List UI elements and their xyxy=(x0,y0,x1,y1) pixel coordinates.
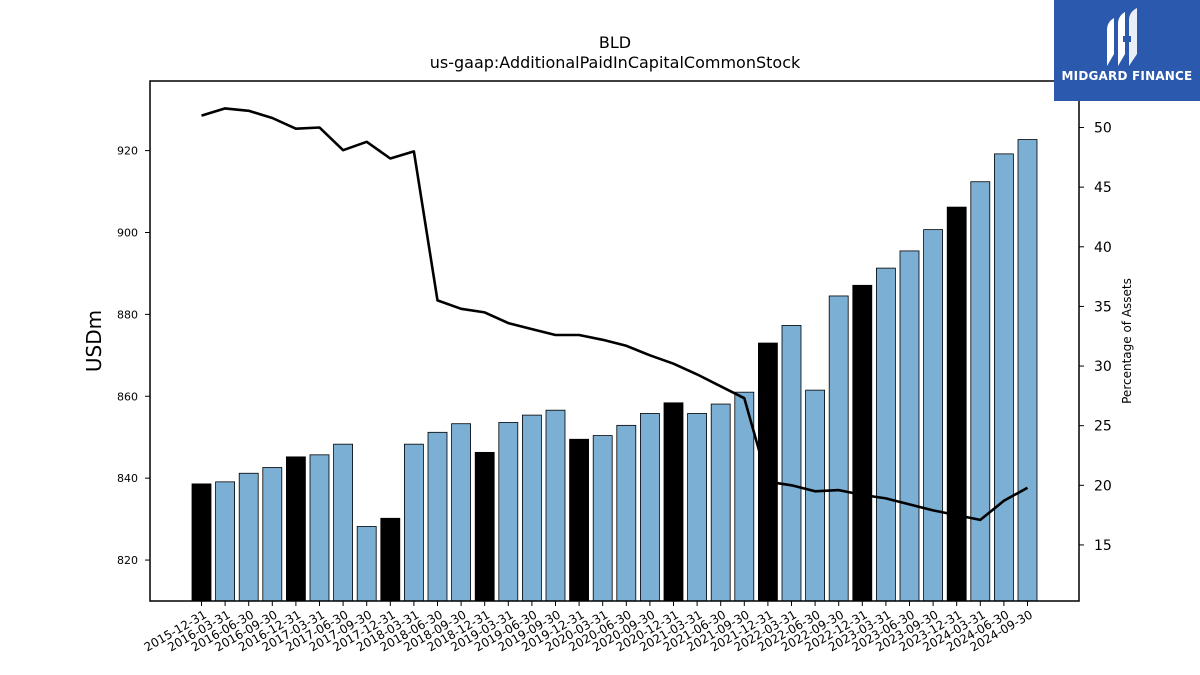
bar xyxy=(710,403,731,602)
y-axis-left: 820 840 860 880 900 920 xyxy=(117,145,150,567)
y2-tick-label: 50 xyxy=(1094,121,1112,137)
bar xyxy=(923,229,943,602)
y2-tick-label: 20 xyxy=(1094,478,1112,494)
y-tick-label: 840 xyxy=(117,472,138,485)
y-tick-label: 820 xyxy=(117,554,138,567)
bar xyxy=(545,409,566,602)
bar xyxy=(215,481,236,602)
bar xyxy=(474,451,495,602)
bar xyxy=(333,443,354,602)
y2-tick-label: 45 xyxy=(1094,180,1112,196)
bar xyxy=(640,413,660,602)
bar xyxy=(616,424,637,602)
x-axis: 2015-12-312016-03-312016-06-302016-09-30… xyxy=(142,601,1035,654)
line-group xyxy=(201,107,1029,522)
bar xyxy=(805,389,825,602)
y-tick-label: 900 xyxy=(117,226,138,239)
bar xyxy=(356,526,377,602)
y-tick-label: 860 xyxy=(117,390,138,403)
bar xyxy=(380,517,401,602)
midgard-mark-icon xyxy=(1107,8,1137,66)
bar xyxy=(852,284,873,602)
bar xyxy=(285,456,306,602)
y-tick-label: 880 xyxy=(117,308,138,321)
y2-tick-label: 15 xyxy=(1094,538,1112,554)
logo-text: MIDGARD FINANCE xyxy=(1061,69,1193,83)
percent-line xyxy=(201,107,1029,522)
y-axis-label: USDm xyxy=(82,310,106,372)
brand-logo: MIDGARD FINANCE xyxy=(1054,0,1200,101)
y2-tick-label: 30 xyxy=(1094,359,1112,375)
y-tick-label: 920 xyxy=(117,145,138,158)
bar xyxy=(427,431,448,602)
bars-group xyxy=(191,139,1038,602)
plot-frame xyxy=(149,80,1080,602)
bar xyxy=(876,267,896,602)
bar xyxy=(946,206,967,602)
bar xyxy=(663,402,684,602)
bar xyxy=(262,467,283,602)
y2-tick-label: 35 xyxy=(1094,299,1112,315)
bar xyxy=(403,443,424,602)
bar xyxy=(498,422,519,602)
bar xyxy=(899,250,920,602)
y2-axis-label: Percentage of Assets xyxy=(1120,278,1134,404)
y2-tick-label: 25 xyxy=(1094,419,1112,435)
bar xyxy=(758,342,778,602)
bar xyxy=(522,414,542,602)
chart-subtitle: us-gaap:AdditionalPaidInCapitalCommonSto… xyxy=(430,53,801,72)
y2-tick-label: 40 xyxy=(1094,240,1112,256)
bar xyxy=(451,423,472,602)
bar xyxy=(781,325,802,602)
bar xyxy=(687,413,707,602)
bar xyxy=(970,181,991,602)
bar xyxy=(191,483,212,602)
bar xyxy=(238,472,259,602)
bar xyxy=(309,454,330,602)
chart-title: BLD xyxy=(599,33,631,52)
bar xyxy=(994,153,1014,602)
bar xyxy=(592,435,613,602)
y-axis-right: 15 20 25 30 35 40 45 50 xyxy=(1079,121,1112,554)
bar xyxy=(1017,139,1038,602)
bar xyxy=(569,438,589,602)
bar xyxy=(828,295,849,602)
